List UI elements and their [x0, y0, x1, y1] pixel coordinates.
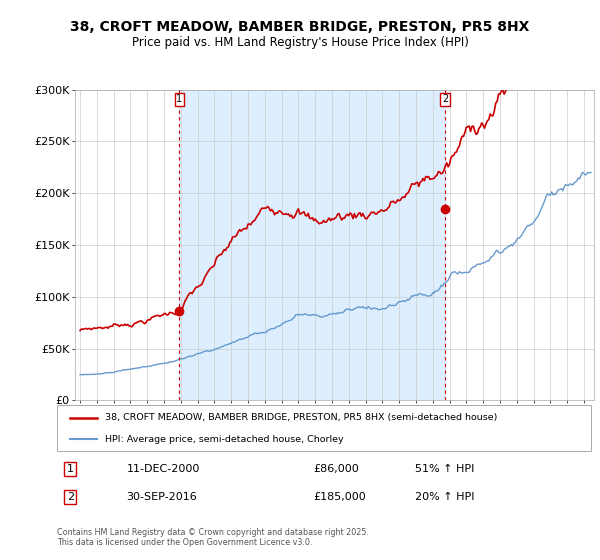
FancyBboxPatch shape — [57, 405, 591, 451]
Text: Contains HM Land Registry data © Crown copyright and database right 2025.
This d: Contains HM Land Registry data © Crown c… — [57, 528, 369, 547]
Text: HPI: Average price, semi-detached house, Chorley: HPI: Average price, semi-detached house,… — [105, 435, 344, 444]
Text: 38, CROFT MEADOW, BAMBER BRIDGE, PRESTON, PR5 8HX (semi-detached house): 38, CROFT MEADOW, BAMBER BRIDGE, PRESTON… — [105, 413, 497, 422]
Text: Price paid vs. HM Land Registry's House Price Index (HPI): Price paid vs. HM Land Registry's House … — [131, 36, 469, 49]
Text: 1: 1 — [67, 464, 74, 474]
Text: 51% ↑ HPI: 51% ↑ HPI — [415, 464, 474, 474]
Text: £185,000: £185,000 — [313, 492, 366, 502]
Text: 2: 2 — [67, 492, 74, 502]
Text: 38, CROFT MEADOW, BAMBER BRIDGE, PRESTON, PR5 8HX: 38, CROFT MEADOW, BAMBER BRIDGE, PRESTON… — [70, 20, 530, 34]
Bar — [179, 90, 445, 400]
Text: 11-DEC-2000: 11-DEC-2000 — [127, 464, 200, 474]
Text: 1: 1 — [176, 94, 182, 104]
Text: 30-SEP-2016: 30-SEP-2016 — [127, 492, 197, 502]
Text: £86,000: £86,000 — [313, 464, 359, 474]
Text: 20% ↑ HPI: 20% ↑ HPI — [415, 492, 474, 502]
Text: 2: 2 — [442, 94, 448, 104]
